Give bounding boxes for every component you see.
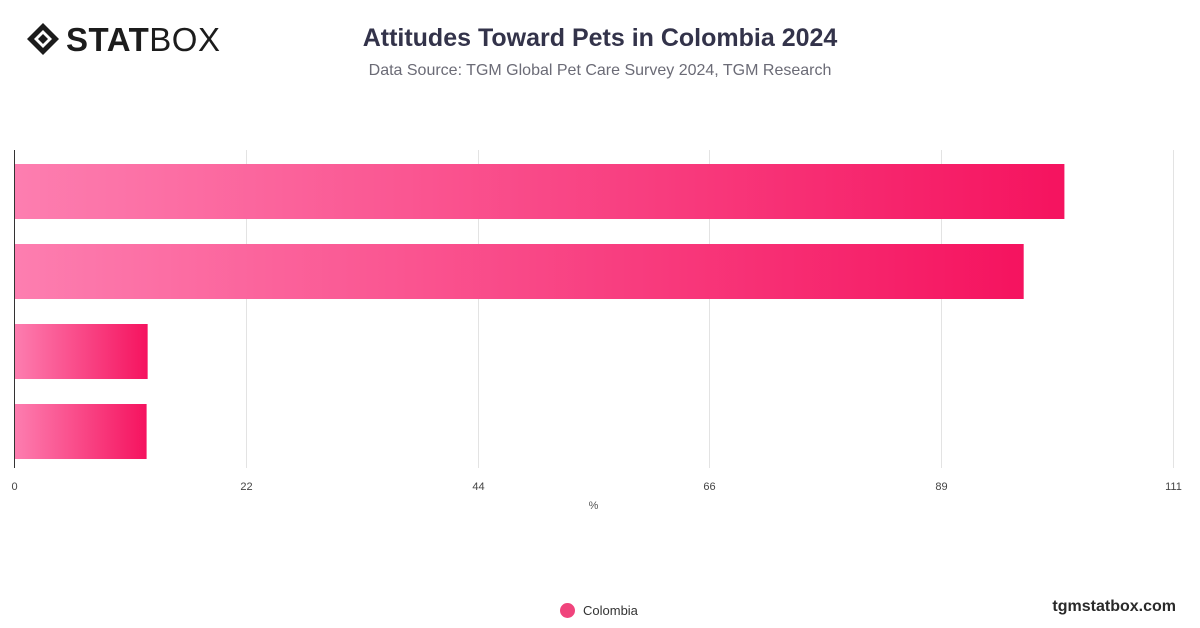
bar[interactable] bbox=[14, 404, 147, 459]
logo-wordmark-light: BOX bbox=[149, 20, 221, 58]
legend-label: Colombia bbox=[583, 603, 638, 618]
logo-wordmark-bold: STAT bbox=[66, 20, 150, 58]
bars bbox=[14, 164, 1065, 459]
x-tick-label: 22 bbox=[240, 481, 252, 493]
bar[interactable] bbox=[14, 164, 1065, 219]
x-tick-label: 44 bbox=[472, 481, 484, 493]
legend[interactable]: Colombia bbox=[560, 603, 638, 618]
statbox-logo: STATBOX bbox=[26, 22, 220, 56]
brand-url: tgmstatbox.com bbox=[1052, 598, 1176, 615]
logo-wordmark: STATBOX bbox=[66, 23, 220, 56]
x-tick-label: 66 bbox=[703, 481, 715, 493]
x-tick-label: 89 bbox=[935, 481, 947, 493]
chart-title: Attitudes Toward Pets in Colombia 2024 bbox=[362, 24, 838, 52]
bar[interactable] bbox=[14, 324, 148, 379]
bar[interactable] bbox=[14, 244, 1024, 299]
x-tick-labels: 0 22 44 66 89 111 bbox=[11, 481, 1181, 493]
x-tick-label: 111 bbox=[1165, 481, 1182, 493]
x-axis-title: % bbox=[589, 500, 599, 512]
chart-subtitle: Data Source: TGM Global Pet Care Survey … bbox=[368, 62, 832, 79]
diamond-logo-icon bbox=[27, 23, 59, 55]
legend-swatch bbox=[560, 603, 575, 618]
x-tick-label: 0 bbox=[11, 481, 17, 493]
